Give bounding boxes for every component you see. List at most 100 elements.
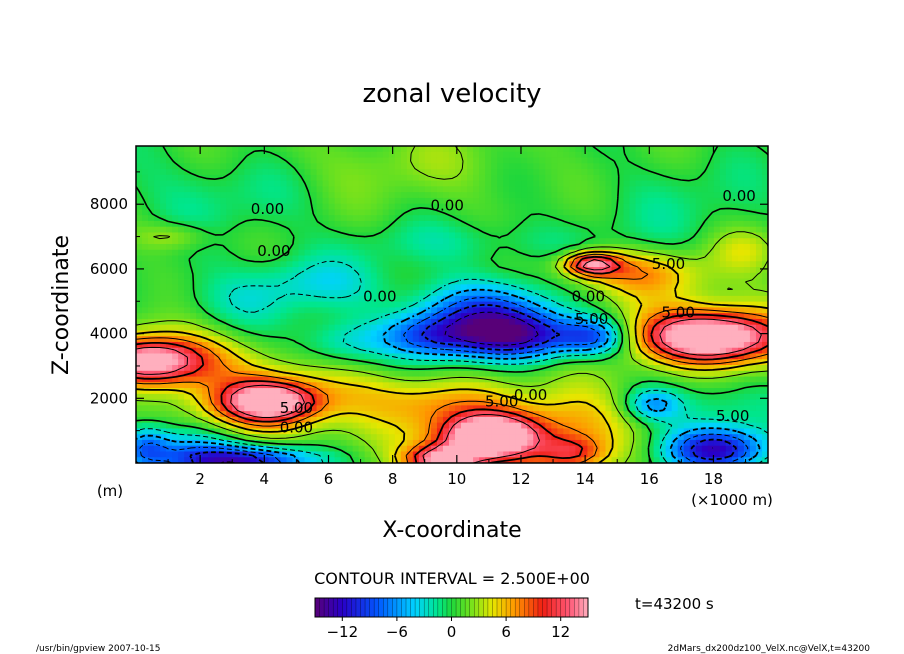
field-cell — [418, 192, 426, 199]
field-cell — [665, 180, 673, 187]
field-cell — [412, 307, 420, 314]
field-cell — [292, 261, 300, 268]
field-cell — [479, 220, 486, 228]
field-cell — [262, 388, 270, 395]
field-cell — [659, 151, 667, 159]
field-cell — [376, 434, 384, 441]
field-cell — [515, 301, 522, 308]
field-cell — [388, 203, 396, 210]
field-cell — [647, 336, 655, 343]
field-cell — [364, 422, 372, 430]
field-cell — [364, 272, 372, 280]
field-cell — [364, 451, 372, 458]
field-cell — [196, 157, 203, 164]
field-cell — [142, 278, 149, 285]
field-cell — [623, 295, 631, 303]
field-cell — [677, 169, 685, 176]
field-cell — [388, 249, 396, 257]
field-cell — [244, 295, 251, 303]
field-cell — [250, 215, 257, 222]
field-cell — [665, 232, 673, 239]
field-cell — [322, 336, 330, 343]
field-cell — [358, 226, 366, 234]
field-cell — [184, 151, 191, 159]
field-cell — [509, 336, 516, 343]
field-cell — [196, 434, 203, 441]
field-cell — [310, 336, 318, 343]
field-cell — [665, 376, 673, 383]
field-cell — [322, 330, 330, 337]
field-cell — [581, 151, 589, 159]
field-cell — [328, 163, 336, 170]
field-cell — [184, 232, 191, 239]
field-cell — [322, 416, 330, 424]
field-cell — [575, 301, 583, 308]
field-cell — [617, 399, 625, 406]
field-cell — [400, 301, 408, 308]
field-cell — [461, 255, 468, 262]
field-cell — [641, 238, 649, 245]
field-cell — [232, 278, 239, 285]
field-cell — [346, 365, 354, 372]
field-cell — [358, 192, 366, 199]
field-cell — [364, 445, 372, 453]
field-cell — [557, 220, 564, 228]
field-cell — [509, 330, 516, 337]
field-cell — [515, 393, 522, 401]
field-cell — [448, 290, 456, 297]
field-cell — [557, 272, 564, 280]
field-cell — [557, 365, 564, 372]
field-cell — [593, 232, 601, 239]
field-cell — [503, 353, 510, 360]
field-cell — [376, 284, 384, 291]
field-cell — [298, 370, 306, 378]
field-cell — [436, 313, 444, 320]
field-cell — [340, 169, 348, 176]
field-cell — [557, 388, 564, 395]
field-cell — [316, 278, 324, 285]
field-cell — [322, 324, 330, 332]
field-cell — [575, 422, 583, 430]
field-cell — [406, 370, 414, 378]
field-cell — [629, 347, 637, 355]
field-cell — [382, 393, 390, 401]
field-cell — [581, 163, 589, 170]
field-cell — [268, 209, 276, 216]
field-cell — [527, 336, 534, 343]
field-cell — [184, 301, 191, 308]
field-cell — [322, 209, 330, 216]
field-cell — [461, 151, 468, 159]
field-cell — [322, 186, 330, 193]
field-cell — [148, 238, 155, 245]
field-cell — [581, 301, 589, 308]
field-cell — [557, 399, 564, 406]
field-cell — [557, 215, 564, 222]
field-cell — [653, 209, 661, 216]
field-cell — [617, 163, 625, 170]
field-cell — [388, 157, 396, 164]
field-cell — [400, 422, 408, 430]
field-cell — [581, 388, 589, 395]
field-cell — [653, 451, 661, 458]
field-cell — [442, 272, 450, 280]
field-cell — [250, 146, 257, 153]
field-cell — [292, 267, 300, 274]
field-cell — [370, 220, 378, 228]
field-cell — [473, 341, 480, 349]
field-cell — [178, 232, 185, 239]
field-cell — [382, 445, 390, 453]
field-cell — [448, 422, 456, 430]
field-cell — [605, 186, 613, 193]
field-cell — [479, 393, 486, 401]
field-cell — [647, 243, 655, 251]
field-cell — [485, 226, 492, 234]
field-cell — [479, 428, 486, 435]
field-cell — [232, 192, 239, 199]
field-cell — [599, 428, 607, 435]
field-cell — [376, 359, 384, 366]
field-cell — [232, 353, 239, 360]
field-cell — [352, 163, 360, 170]
field-cell — [563, 163, 570, 170]
field-cell — [250, 318, 257, 326]
field-cell — [635, 215, 643, 222]
